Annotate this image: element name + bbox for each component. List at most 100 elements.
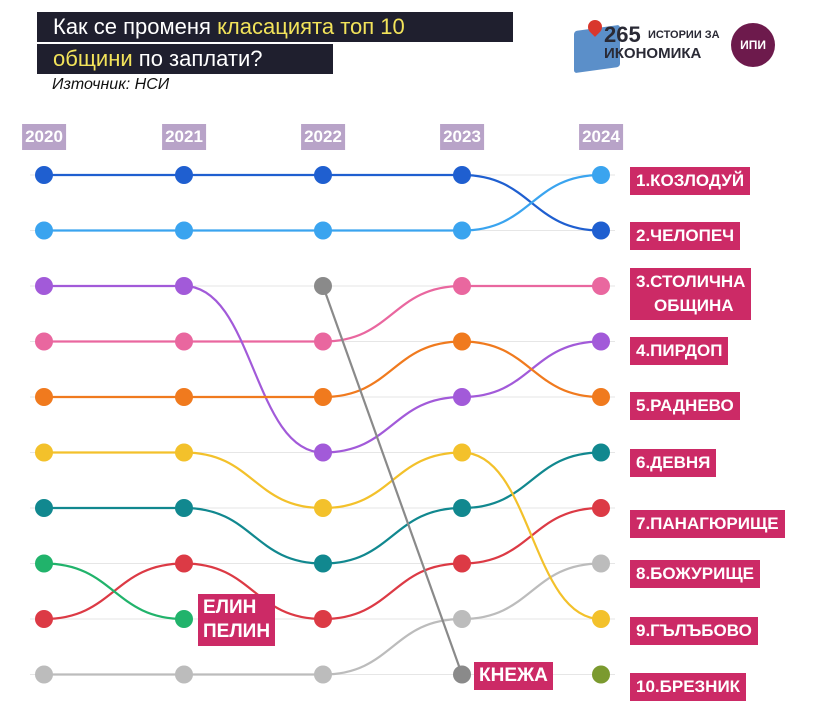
line-божурище-2022-2023 — [322, 617, 463, 676]
series-столична-община — [43, 284, 601, 343]
line-божурище-2023-2024 — [461, 562, 602, 621]
point-божурище-2023 — [453, 610, 471, 628]
rank-label-10: 10.БРЕЗНИК — [630, 673, 747, 701]
series-гълъбово — [44, 451, 602, 621]
point-девня-2023 — [453, 499, 471, 517]
point-челопеч-2021 — [175, 221, 193, 240]
line-гълъбово-2023-2024 — [461, 451, 602, 621]
title-line-1: Как се променя класацията топ 10 — [37, 12, 513, 42]
point-козлодуй-2023 — [453, 166, 471, 184]
line-гълъбово-2021-2022 — [183, 451, 324, 510]
title-suffix: по заплати? — [132, 46, 263, 71]
point-столична-община-2023 — [453, 277, 471, 295]
rank-label-3: 3.СТОЛИЧНА ОБЩИНА — [630, 268, 752, 320]
gridlines — [30, 174, 615, 675]
title-line-2: общини по заплати? — [37, 44, 333, 74]
series-божурище — [44, 562, 602, 676]
line-девня-2023-2024 — [461, 451, 602, 510]
logo-small-text: ИСТОРИИ ЗА — [648, 29, 720, 41]
year-label-2022: 2022 — [301, 124, 345, 150]
point-гълъбово-2021 — [175, 443, 193, 462]
year-label-2024: 2024 — [579, 124, 623, 150]
source-note: Източник: НСИ — [52, 76, 170, 93]
point-девня-2020 — [35, 499, 53, 517]
point-божурище-2020 — [35, 665, 53, 684]
line-пирдоп-2021-2022 — [183, 284, 324, 454]
point-гълъбово-2024 — [592, 610, 610, 628]
line-девня-2022-2023 — [322, 506, 463, 565]
point-козлодуй-2024 — [592, 221, 610, 240]
point-раднево-2023 — [453, 332, 471, 351]
point-столична-община-2024 — [592, 277, 610, 295]
point-девня-2024 — [592, 443, 610, 462]
points — [35, 166, 610, 684]
rank-label-7: 7.ПАНАГЮРИЩЕ — [630, 510, 785, 538]
series-козлодуй — [44, 173, 602, 232]
title-prefix: Как се променя — [53, 14, 218, 39]
line-столична-община-2022-2023 — [322, 284, 463, 343]
rank-label-1: 1.КОЗЛОДУЙ — [630, 167, 751, 195]
point-божурище-2022 — [314, 665, 332, 684]
point-челопеч-2020 — [35, 221, 53, 240]
point-елин-пелин-2021 — [175, 610, 193, 628]
point-козлодуй-2022 — [314, 166, 332, 184]
point-божурище-2021 — [175, 665, 193, 684]
point-панагюрище-2020 — [35, 610, 53, 628]
logo-ipi: ИПИ — [731, 23, 775, 67]
point-столична-община-2021 — [175, 332, 193, 351]
point-пирдоп-2021 — [175, 277, 193, 295]
point-брезник-2024 — [592, 665, 610, 684]
series-челопеч — [44, 173, 602, 232]
rank-label-5: 5.РАДНЕВО — [630, 392, 740, 420]
year-label-2021: 2021 — [162, 124, 206, 150]
line-пирдоп-2022-2023 — [322, 395, 463, 454]
point-гълъбово-2020 — [35, 443, 53, 462]
rank-label-9: 9.ГЪЛЪБОВО — [630, 617, 758, 645]
line-раднево-2023-2024 — [461, 340, 602, 399]
point-кнежа-2022 — [314, 277, 332, 295]
callout-елин-пелин: ЕЛИН ПЕЛИН — [198, 594, 276, 646]
series-пирдоп — [43, 284, 602, 454]
series-кнежа — [321, 285, 464, 675]
callout-кнежа: КНЕЖА — [474, 662, 553, 690]
line-панагюрище-2022-2023 — [322, 562, 463, 621]
line-елин-пелин-2020-2021 — [43, 562, 185, 621]
point-пирдоп-2024 — [592, 332, 610, 351]
point-панагюрище-2024 — [592, 499, 610, 517]
logo-265-stories: 265 ИСТОРИИ ЗА ИКОНОМИКА — [574, 17, 724, 74]
line-девня-2021-2022 — [183, 506, 324, 565]
logo-big-text: ИКОНОМИКА — [604, 45, 702, 62]
title-highlight-1: класацията топ 10 — [217, 14, 405, 39]
rank-label-2: 2.ЧЕЛОПЕЧ — [630, 222, 741, 250]
year-label-2020: 2020 — [22, 124, 66, 150]
point-кнежа-2023 — [453, 665, 471, 684]
point-панагюрище-2023 — [453, 554, 471, 573]
point-столична-община-2022 — [314, 332, 332, 351]
point-елин-пелин-2020 — [35, 554, 53, 573]
series-раднево — [44, 340, 602, 399]
series-девня — [44, 451, 602, 565]
year-label-2023: 2023 — [440, 124, 484, 150]
line-челопеч-2023-2024 — [461, 173, 602, 232]
rank-label-6: 6.ДЕВНЯ — [630, 449, 717, 477]
line-панагюрище-2021-2022 — [183, 562, 324, 621]
line-раднево-2022-2023 — [322, 340, 463, 399]
point-козлодуй-2021 — [175, 166, 193, 184]
point-девня-2022 — [314, 554, 332, 573]
point-раднево-2021 — [175, 388, 193, 406]
point-раднево-2022 — [314, 388, 332, 406]
point-раднево-2020 — [35, 388, 53, 406]
point-гълъбово-2023 — [453, 443, 471, 462]
point-раднево-2024 — [592, 388, 610, 406]
logo-number: 265 — [604, 22, 641, 47]
point-козлодуй-2020 — [35, 166, 53, 184]
line-кнежа-2022-2023 — [321, 285, 464, 675]
point-пирдоп-2023 — [453, 388, 471, 406]
rank-label-4: 4.ПИРДОП — [630, 337, 729, 365]
point-челопеч-2023 — [453, 221, 471, 240]
point-божурище-2024 — [592, 554, 610, 573]
point-челопеч-2022 — [314, 221, 332, 240]
point-столична-община-2020 — [35, 332, 53, 351]
point-панагюрище-2022 — [314, 610, 332, 628]
